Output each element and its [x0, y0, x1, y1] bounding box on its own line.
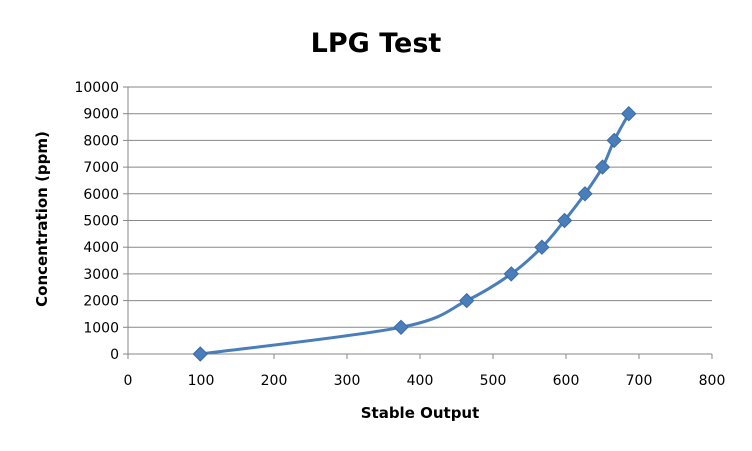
- data-point: [621, 105, 637, 122]
- y-tick-label: 6000: [83, 187, 119, 203]
- data-point: [594, 159, 611, 175]
- grid: [128, 86, 712, 328]
- axes: [123, 86, 713, 359]
- x-tick-label: 800: [699, 373, 726, 389]
- y-axis-label: Concentration (ppm): [33, 131, 51, 307]
- x-tick-label: 0: [124, 373, 133, 389]
- x-tick-label: 100: [188, 373, 215, 389]
- y-tick-label: 1000: [83, 320, 119, 336]
- data-point: [606, 132, 622, 149]
- x-tick-label: 400: [407, 373, 434, 389]
- y-tick-label: 5000: [83, 214, 119, 230]
- x-tick-label: 200: [261, 373, 288, 389]
- y-tick-label: 0: [110, 347, 119, 363]
- chart-title: LPG Test: [311, 28, 442, 59]
- data-point: [393, 319, 409, 336]
- x-tick-labels: 0 100 200 300 400 500 600 700 800: [124, 373, 726, 389]
- y-tick-labels: 0 1000 2000 3000 4000 5000 6000 7000 8000 9000 100…: [74, 80, 119, 363]
- x-tick-label: 700: [626, 373, 653, 389]
- series: [192, 105, 637, 362]
- y-tick-label: 9000: [83, 107, 119, 123]
- data-point: [192, 346, 208, 362]
- x-tick-label: 300: [334, 373, 361, 389]
- y-tick-label: 7000: [83, 160, 119, 176]
- y-tick-label: 10000: [74, 80, 119, 96]
- data-point: [577, 186, 593, 202]
- x-tick-label: 500: [480, 373, 507, 389]
- x-tick-label: 600: [553, 373, 580, 389]
- data-point: [459, 292, 475, 309]
- y-tick-label: 3000: [83, 267, 119, 283]
- y-tick-label: 4000: [83, 240, 119, 256]
- data-point: [534, 239, 550, 255]
- y-tick-label: 8000: [83, 133, 119, 149]
- series-line: [200, 112, 631, 356]
- y-tick-label: 2000: [83, 294, 119, 310]
- x-axis-label: Stable Output: [361, 404, 480, 422]
- data-point: [503, 266, 519, 282]
- data-point: [556, 212, 573, 229]
